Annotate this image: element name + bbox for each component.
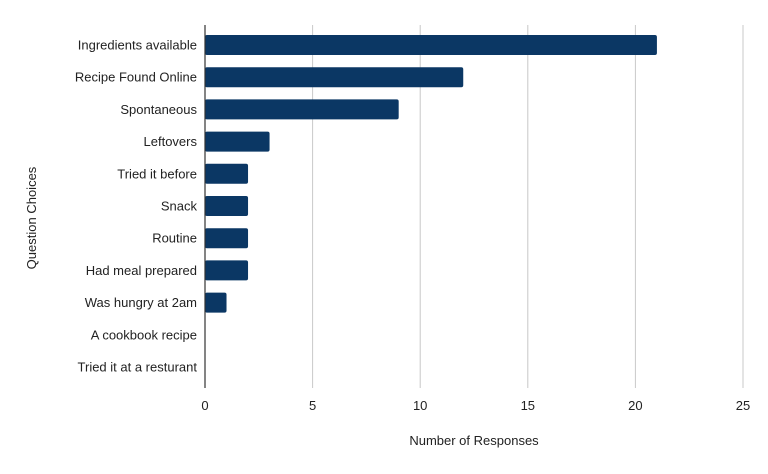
x-tick-label: 25: [736, 398, 750, 413]
category-label: Spontaneous: [120, 102, 197, 117]
category-label: A cookbook recipe: [91, 327, 197, 342]
bar: [205, 67, 464, 88]
category-label: Was hungry at 2am: [85, 295, 197, 310]
bar: [205, 260, 249, 281]
bar: [205, 35, 657, 55]
y-axis-title: Question Choices: [24, 166, 39, 269]
x-tick-label: 5: [309, 398, 316, 413]
category-label: Had meal prepared: [86, 263, 197, 278]
category-label: Tried it before: [117, 166, 197, 181]
category-label: Routine: [152, 231, 197, 246]
bar: [205, 131, 270, 152]
category-label: Ingredients available: [78, 38, 197, 53]
bar: [205, 228, 249, 249]
category-label: Recipe Found Online: [75, 70, 197, 85]
category-label: Tried it at a resturant: [78, 360, 198, 375]
category-labels: Ingredients available Recipe Found Online…: [75, 38, 198, 375]
bar: [205, 163, 249, 184]
category-label: Snack: [161, 199, 198, 214]
x-tick-label: 0: [201, 398, 208, 413]
x-tick-labels: 0 5 10 15 20 25: [201, 398, 750, 413]
x-tick-label: 20: [628, 398, 642, 413]
x-axis-title: Number of Responses: [409, 433, 539, 448]
bar: [205, 292, 227, 313]
category-label: Leftovers: [144, 134, 198, 149]
bar: [205, 196, 249, 216]
x-tick-label: 15: [521, 398, 535, 413]
bar: [205, 99, 399, 120]
bars: [205, 35, 657, 313]
x-tick-label: 10: [413, 398, 427, 413]
